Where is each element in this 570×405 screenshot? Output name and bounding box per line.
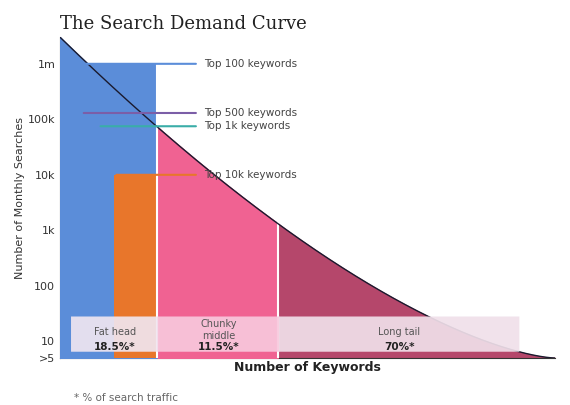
Bar xyxy=(81,113,157,358)
Text: Top 500 keywords: Top 500 keywords xyxy=(203,108,297,118)
Bar xyxy=(97,126,157,358)
Text: Long tail: Long tail xyxy=(378,326,420,337)
X-axis label: Number of Keywords: Number of Keywords xyxy=(234,361,381,374)
FancyBboxPatch shape xyxy=(279,316,519,352)
Bar xyxy=(113,175,157,358)
Text: The Search Demand Curve: The Search Demand Curve xyxy=(60,15,307,33)
Bar xyxy=(97,126,157,358)
Text: Fat head: Fat head xyxy=(93,326,136,337)
FancyBboxPatch shape xyxy=(71,316,158,352)
FancyBboxPatch shape xyxy=(158,316,279,352)
Text: * % of search traffic: * % of search traffic xyxy=(74,393,178,403)
Bar xyxy=(113,175,157,358)
Text: Chunky
middle: Chunky middle xyxy=(200,319,237,341)
Bar xyxy=(60,64,157,358)
Text: 11.5%*: 11.5%* xyxy=(198,342,239,352)
Text: 18.5%*: 18.5%* xyxy=(93,342,136,352)
Y-axis label: Number of Monthly Searches: Number of Monthly Searches xyxy=(15,117,25,279)
Bar xyxy=(81,113,157,358)
Text: Top 1k keywords: Top 1k keywords xyxy=(203,121,290,131)
Text: 70%*: 70%* xyxy=(384,342,414,352)
Text: Top 10k keywords: Top 10k keywords xyxy=(203,170,296,180)
Text: Top 100 keywords: Top 100 keywords xyxy=(203,59,297,69)
